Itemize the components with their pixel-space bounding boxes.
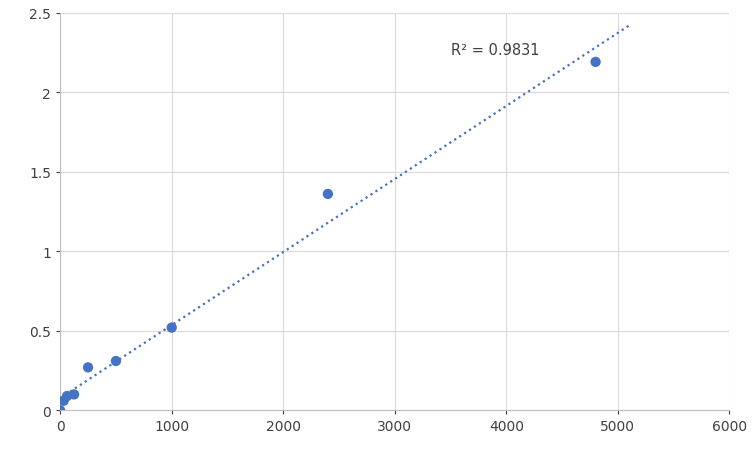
Point <box>54 407 66 414</box>
Point <box>590 59 602 66</box>
Point <box>58 397 70 405</box>
Point <box>322 191 334 198</box>
Point <box>165 324 177 331</box>
Point <box>110 358 122 365</box>
Point <box>68 391 80 398</box>
Text: R² = 0.9831: R² = 0.9831 <box>450 43 539 58</box>
Point <box>61 392 73 400</box>
Point <box>82 364 94 371</box>
